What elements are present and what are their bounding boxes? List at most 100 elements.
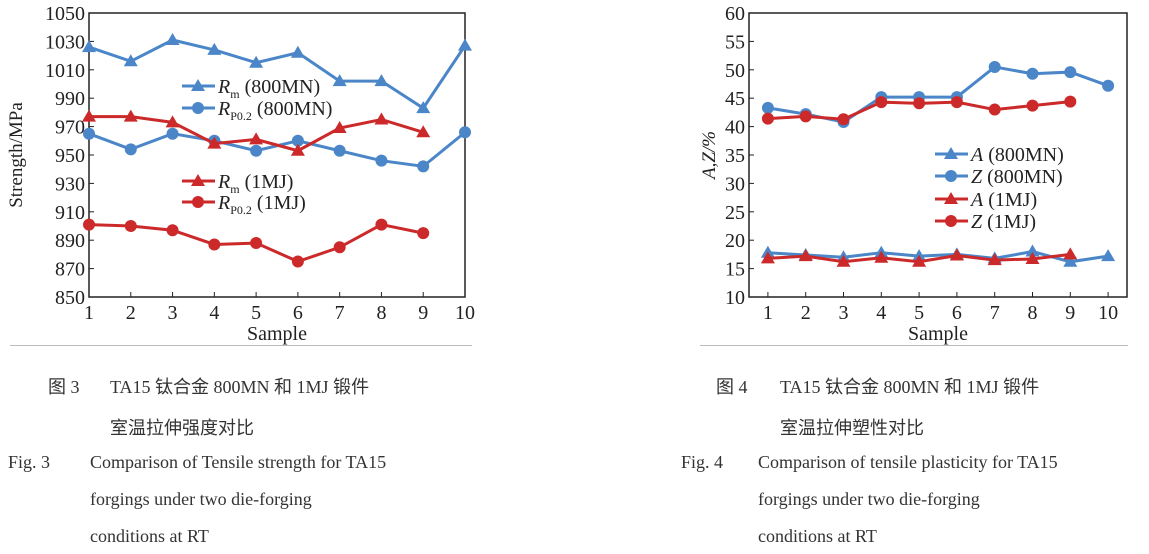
x-tick-label: 5: [251, 302, 261, 324]
caption-cn-label: 图 3: [48, 377, 80, 397]
caption-en-line: Comparison of Tensile strength for TA15: [90, 452, 387, 472]
data-point-triangle: [1025, 251, 1040, 264]
data-point-circle: [988, 103, 1001, 116]
caption-cn-line: 室温拉伸塑性对比: [780, 418, 924, 438]
data-point-circle: [124, 220, 137, 232]
legend-label: Z (1MJ): [971, 211, 1036, 233]
x-tick-label: 6: [952, 302, 962, 324]
data-point-circle: [291, 134, 304, 147]
legend-label: Rm (1MJ): [217, 171, 293, 196]
data-point-circle: [166, 127, 179, 140]
y-tick-label: 850: [55, 287, 85, 309]
caption-cn-line: TA15 钛合金 800MN 和 1MJ 锻件: [780, 377, 1040, 397]
x-tick-label: 10: [455, 302, 475, 324]
legend-label: Z (800MN): [971, 166, 1063, 188]
x-tick-label: 2: [126, 302, 136, 324]
y-tick-label: 1030: [45, 31, 85, 53]
data-point-triangle: [332, 74, 347, 87]
data-point-circle: [1064, 66, 1077, 79]
data-point-circle: [950, 96, 963, 109]
caption-en-line: forgings under two die-forging: [758, 489, 980, 509]
y-tick-label: 55: [725, 31, 745, 53]
caption-en-line: conditions at RT: [90, 526, 209, 546]
y-tick-label: 15: [725, 259, 745, 281]
data-point-triangle: [374, 74, 389, 87]
y-tick-label: 990: [55, 88, 85, 110]
data-point-triangle: [165, 32, 180, 45]
legend-label: A (1MJ): [969, 189, 1037, 211]
caption-cn-line: TA15 钛合金 800MN 和 1MJ 锻件: [110, 377, 370, 397]
data-point-circle: [333, 144, 346, 157]
series-line: [88, 131, 466, 168]
legend-label: Rm (800MN): [217, 76, 320, 101]
x-tick-label: 1: [84, 302, 94, 324]
y-tick-label: 25: [725, 202, 745, 224]
x-tick-label: 4: [876, 302, 886, 324]
data-point-circle: [192, 196, 204, 208]
data-point-circle: [1026, 67, 1039, 80]
data-point-triangle: [1063, 247, 1078, 260]
data-point-triangle: [123, 54, 138, 67]
data-point-triangle: [290, 143, 305, 156]
data-point-circle: [291, 255, 304, 268]
y-tick-label: 60: [725, 3, 745, 25]
legend-label: RP0.2 (1MJ): [217, 192, 306, 217]
x-tick-label: 3: [839, 302, 849, 324]
caption-en-label: Fig. 3: [8, 452, 51, 472]
data-point-triangle: [760, 251, 775, 264]
data-point-circle: [761, 101, 774, 114]
x-tick-label: 8: [1028, 302, 1038, 324]
y-tick-label: 50: [725, 60, 745, 82]
data-point-circle: [166, 224, 179, 237]
caption-en-line: conditions at RT: [758, 526, 877, 546]
data-point-triangle: [944, 192, 958, 204]
series-line: [88, 38, 467, 111]
data-point-triangle: [912, 254, 927, 267]
y-tick-label: 45: [725, 88, 745, 110]
caption-en-line: Comparison of tensile plasticity for TA1…: [758, 452, 1058, 472]
data-point-circle: [417, 160, 430, 173]
data-point-circle: [375, 154, 388, 167]
data-point-triangle: [416, 125, 431, 138]
data-point-triangle: [949, 248, 964, 261]
data-point-circle: [1102, 79, 1115, 92]
data-point-triangle: [874, 250, 889, 263]
y-tick-label: 910: [55, 202, 85, 224]
data-point-circle: [799, 110, 812, 123]
data-point-circle: [208, 238, 221, 251]
y-axis-label: Strength/MPa: [6, 102, 27, 208]
data-point-circle: [124, 143, 137, 156]
x-tick-label: 8: [376, 302, 386, 324]
data-point-triangle: [987, 253, 1002, 266]
data-point-circle: [761, 112, 774, 125]
data-point-triangle: [332, 121, 347, 134]
x-tick-label: 9: [418, 302, 428, 324]
data-point-circle: [250, 237, 263, 250]
data-point-triangle: [1025, 244, 1040, 257]
data-point-triangle: [123, 109, 138, 122]
legend-label: A (800MN): [969, 144, 1064, 166]
x-tick-label: 9: [1065, 302, 1075, 324]
data-point-triangle: [82, 40, 96, 53]
y-tick-label: 10: [725, 287, 745, 309]
data-point-triangle: [1101, 249, 1116, 262]
y-tick-label: 950: [55, 145, 85, 167]
y-tick-label: 1010: [45, 60, 85, 82]
data-point-circle: [459, 126, 471, 139]
data-point-triangle: [207, 136, 222, 149]
y-tick-label: 40: [725, 117, 745, 139]
data-point-circle: [1064, 95, 1077, 108]
data-point-circle: [913, 97, 926, 110]
data-point-triangle: [798, 249, 813, 262]
data-point-circle: [945, 215, 957, 227]
data-point-circle: [333, 241, 346, 254]
legend-label: RP0.2 (800MN): [217, 98, 332, 123]
y-tick-label: 930: [55, 173, 85, 195]
y-tick-label: 30: [725, 173, 745, 195]
y-tick-label: 35: [725, 145, 745, 167]
x-axis-label: Sample: [908, 323, 968, 345]
data-point-circle: [988, 60, 1001, 73]
data-point-circle: [375, 218, 388, 231]
data-point-triangle: [249, 55, 264, 68]
y-axis-label: A,Z/%: [700, 131, 720, 181]
